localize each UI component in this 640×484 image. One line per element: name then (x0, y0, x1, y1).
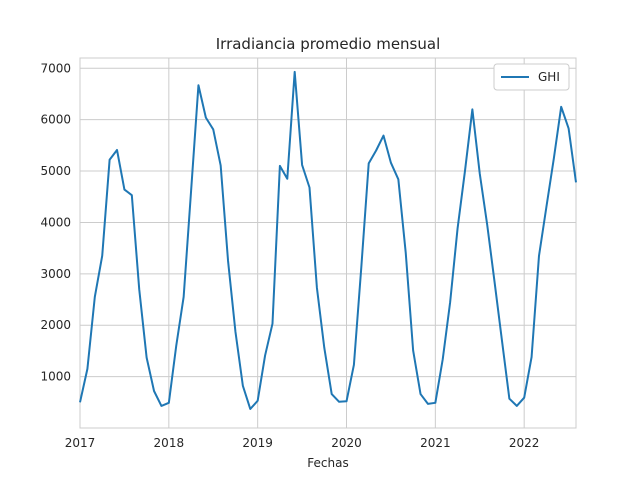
x-tick-label: 2019 (242, 436, 273, 450)
series-line-ghi (79, 70, 577, 410)
chart-title: Irradiancia promedio mensual (216, 35, 441, 53)
x-tick-label: 2021 (420, 436, 451, 450)
x-tick-label: 2018 (154, 436, 185, 450)
grid-lines (80, 58, 576, 428)
y-tick-label: 3000 (40, 267, 71, 281)
series-layer (79, 70, 577, 410)
y-tick-label: 4000 (40, 215, 71, 229)
y-tick-label: 1000 (40, 370, 71, 384)
y-tick-label: 2000 (40, 318, 71, 332)
x-tick-label: 2017 (65, 436, 96, 450)
y-tick-label: 5000 (40, 164, 71, 178)
tick-labels: 1000 2000 3000 4000 5000 6000 7000 2017 2018 2019… (40, 61, 539, 450)
legend-box (493, 63, 570, 91)
x-tick-label: 2022 (509, 436, 540, 450)
y-tick-label: 6000 (40, 113, 71, 127)
legend-label: GHI (538, 70, 560, 84)
y-tick-label: 7000 (40, 61, 71, 75)
legend: GHI (493, 63, 570, 91)
x-axis-title: Fechas (307, 456, 348, 470)
x-tick-label: 2020 (331, 436, 362, 450)
